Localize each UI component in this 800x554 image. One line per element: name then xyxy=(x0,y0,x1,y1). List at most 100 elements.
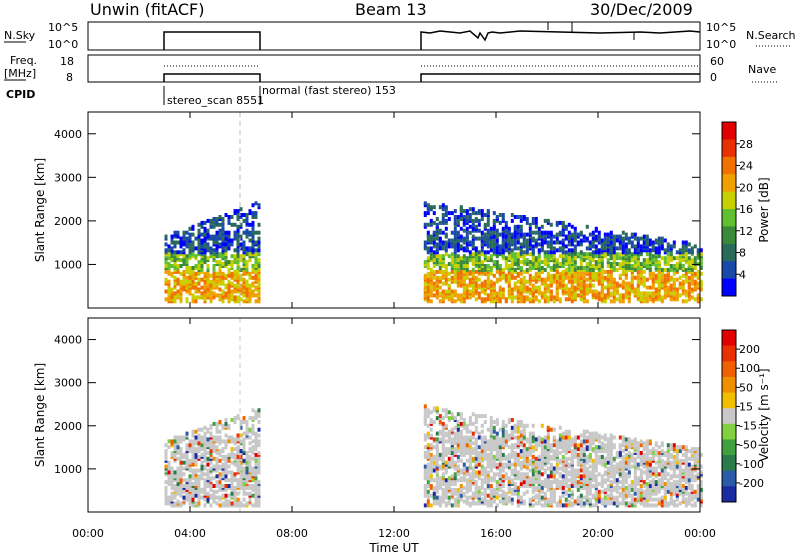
radar-cell xyxy=(564,476,568,481)
radar-cell xyxy=(504,220,508,225)
radar-cell xyxy=(609,269,613,274)
radar-cell xyxy=(242,420,246,424)
radar-cell xyxy=(633,260,637,265)
radar-cell xyxy=(600,275,604,280)
radar-cell xyxy=(426,271,430,276)
radar-cell xyxy=(570,489,574,494)
radar-cell xyxy=(606,493,610,498)
radar-cell xyxy=(504,238,508,243)
radar-cell xyxy=(498,462,502,467)
radar-cell xyxy=(504,277,508,282)
radar-cell xyxy=(612,299,616,304)
radar-cell xyxy=(164,497,168,502)
radar-cell xyxy=(236,497,240,502)
radar-cell xyxy=(681,279,685,284)
radar-cell xyxy=(576,487,580,492)
radar-cell xyxy=(600,267,604,272)
radar-cell xyxy=(257,230,261,235)
radar-cell xyxy=(555,275,559,280)
radar-cell xyxy=(489,468,493,473)
radar-cell xyxy=(489,423,493,428)
radar-cell xyxy=(441,408,445,413)
radar-cell xyxy=(486,279,490,284)
radar-cell xyxy=(164,452,168,457)
radar-cell xyxy=(257,451,261,455)
radar-cell xyxy=(672,256,676,261)
radar-cell xyxy=(642,258,646,263)
radar-cell xyxy=(254,273,258,278)
radar-cell xyxy=(549,443,553,448)
radar-cell xyxy=(441,289,445,294)
radar-cell xyxy=(206,462,210,467)
radar-cell xyxy=(528,252,532,257)
radar-cell xyxy=(426,266,430,270)
radar-cell xyxy=(218,228,222,233)
radar-cell xyxy=(206,456,210,461)
radar-cell xyxy=(203,431,207,436)
radar-cell xyxy=(233,437,237,442)
radar-cell xyxy=(618,293,622,298)
radar-cell xyxy=(221,271,225,276)
radar-cell xyxy=(531,423,535,428)
radar-cell xyxy=(675,250,679,255)
radar-cell xyxy=(471,244,475,249)
radar-cell xyxy=(459,412,463,417)
radar-cell xyxy=(459,234,463,239)
radar-cell xyxy=(651,271,655,276)
radar-cell xyxy=(489,443,493,448)
radar-cell xyxy=(552,495,556,500)
radar-cell xyxy=(233,447,237,452)
radar-cell xyxy=(447,217,451,221)
radar-cell xyxy=(627,299,631,304)
radar-cell xyxy=(462,209,466,214)
radar-cell xyxy=(179,297,183,302)
radar-cell xyxy=(203,491,207,496)
radar-cell xyxy=(456,230,460,235)
radar-cell xyxy=(438,205,442,210)
radar-cell xyxy=(603,456,607,461)
radar-cell xyxy=(432,501,436,506)
radar-cell xyxy=(657,250,661,255)
radar-cell xyxy=(173,275,177,280)
radar-cell xyxy=(636,236,640,241)
radar-cell xyxy=(600,297,604,302)
radar-cell xyxy=(540,224,544,229)
radar-cell xyxy=(248,246,252,251)
radar-cell xyxy=(179,242,183,247)
radar-cell xyxy=(164,449,168,454)
radar-cell xyxy=(684,299,688,304)
radar-cell xyxy=(648,238,652,243)
radar-cell xyxy=(636,275,640,280)
radar-cell xyxy=(516,252,520,257)
radar-cell xyxy=(612,495,616,500)
radar-cell xyxy=(603,246,607,251)
radar-cell xyxy=(699,271,703,276)
radar-cell xyxy=(197,433,201,438)
radar-cell xyxy=(684,271,688,276)
radar-cell xyxy=(176,230,180,235)
radar-cell xyxy=(546,271,550,276)
freq-label-1: Freq. xyxy=(10,54,37,67)
radar-cell xyxy=(450,275,454,280)
radar-cell xyxy=(209,466,213,471)
radar-cell xyxy=(585,283,589,288)
radar-cell xyxy=(185,452,189,457)
radar-cell xyxy=(573,226,577,231)
radar-cell xyxy=(489,462,493,467)
radar-cell xyxy=(197,454,201,459)
radar-cell xyxy=(663,293,667,298)
radar-cell xyxy=(450,289,454,294)
radar-cell xyxy=(570,242,574,247)
radar-cell xyxy=(606,484,610,488)
radar-cell xyxy=(483,435,487,440)
radar-cell xyxy=(215,285,219,290)
radar-cell xyxy=(462,254,466,259)
radar-cell xyxy=(498,449,502,454)
radar-cell xyxy=(182,435,186,440)
radar-cell xyxy=(612,234,616,239)
radar-cell xyxy=(519,260,523,265)
radar-cell xyxy=(534,220,538,225)
radar-cell xyxy=(173,266,177,270)
radar-cell xyxy=(513,246,517,251)
